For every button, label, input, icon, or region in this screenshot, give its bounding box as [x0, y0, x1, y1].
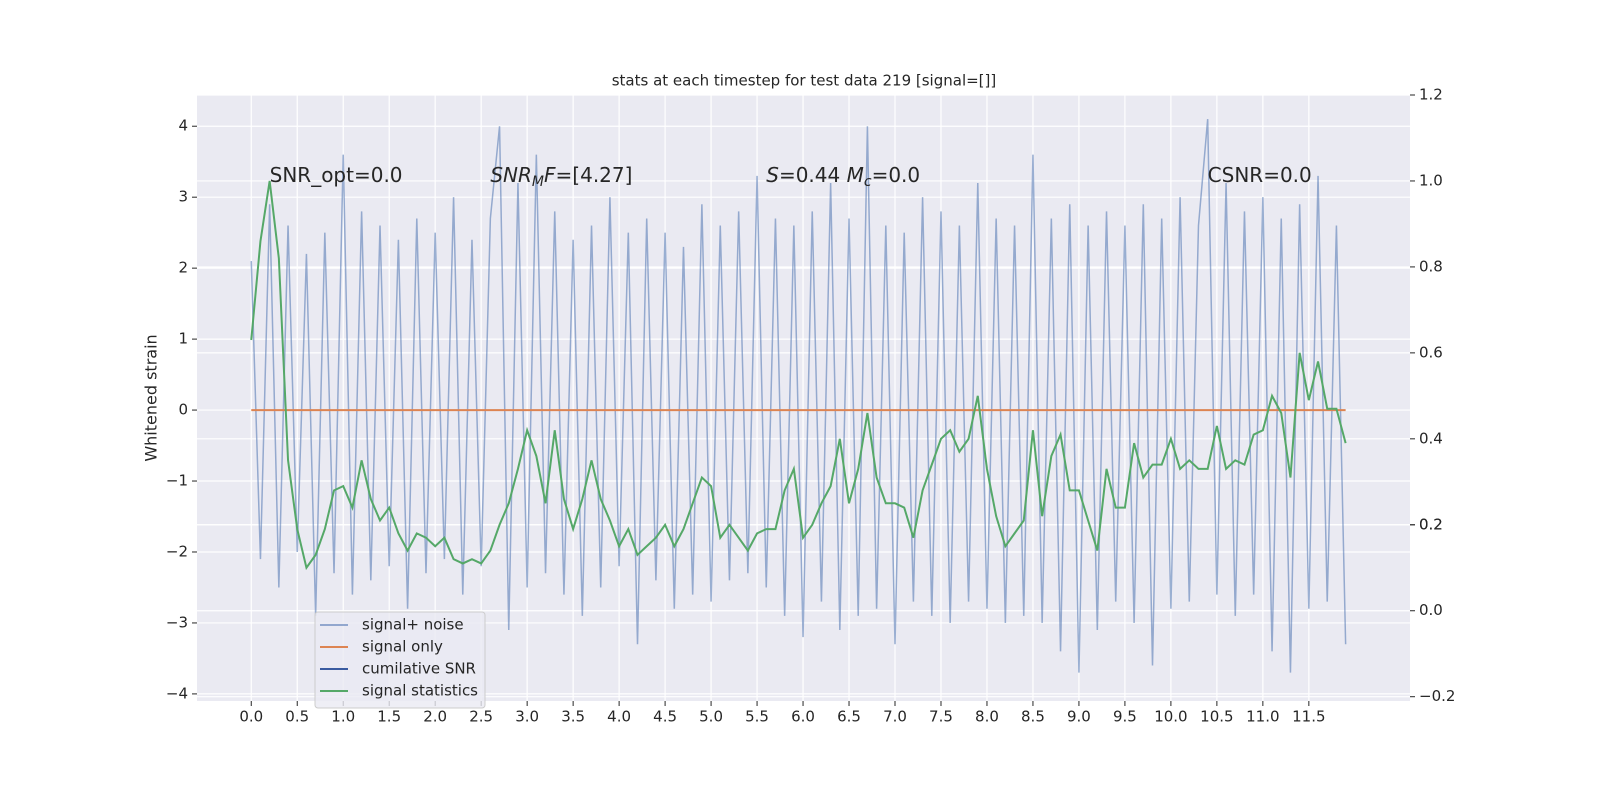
x-tick-label: 11.5 — [1292, 708, 1325, 726]
chart-title: stats at each timestep for test data 219… — [612, 72, 997, 90]
annotation-part: M — [847, 162, 864, 186]
y-axis-label: Whitened strain — [142, 334, 161, 461]
annotation-part: SNR — [490, 162, 532, 186]
series-line — [250, 180, 1347, 571]
annotation: SNRMF=[4.27] — [490, 162, 632, 190]
series-line — [250, 119, 1347, 673]
y-tick-label: 3 — [178, 188, 188, 206]
y2-tick-label: 1.0 — [1419, 171, 1443, 189]
annotation-part: F — [544, 162, 556, 186]
x-tick-label: 2.5 — [469, 708, 493, 726]
y2-tick-label: 0.8 — [1419, 257, 1443, 275]
x-tick-label: 11.0 — [1246, 708, 1279, 726]
annotation-part: =0.0 — [872, 162, 921, 186]
y-tick-label: 2 — [178, 259, 188, 277]
y-tick-label: −3 — [166, 613, 188, 631]
x-tick-label: 10.0 — [1154, 708, 1187, 726]
legend-box — [314, 611, 486, 709]
x-tick-label: 6.0 — [791, 708, 815, 726]
y2-tick-label: 0.0 — [1419, 601, 1443, 619]
x-tick-label: 5.5 — [745, 708, 769, 726]
x-tick-label: 8.5 — [1021, 708, 1045, 726]
x-tick-label: 4.5 — [653, 708, 677, 726]
x-tick-label: 8.0 — [975, 708, 999, 726]
y2-tick-label: 0.6 — [1419, 343, 1443, 361]
y2-tick-label: 0.2 — [1419, 515, 1443, 533]
y-tick-label: −2 — [166, 542, 188, 560]
annotation-part: =0.44 — [779, 162, 847, 186]
x-tick-label: 2.0 — [423, 708, 447, 726]
x-tick-label: 0.5 — [285, 708, 309, 726]
legend-label: cumilative SNR — [362, 660, 476, 678]
legend-label: signal statistics — [362, 682, 478, 700]
y-tick-label: 1 — [178, 330, 188, 348]
x-tick-label: 0.0 — [239, 708, 263, 726]
annotation: S=0.44 Mc=0.0 — [766, 162, 920, 190]
x-tick-label: 9.5 — [1113, 708, 1137, 726]
x-tick-label: 3.5 — [561, 708, 585, 726]
y2-tick-label: 1.2 — [1419, 86, 1443, 104]
y-tick-label: 0 — [178, 401, 188, 419]
y2-tick-label: 0.2 — [1419, 515, 1443, 533]
legend-label: signal+ noise — [362, 616, 464, 634]
annotation: CSNR=0.0 — [1208, 162, 1312, 186]
x-tick-label: 3.0 — [515, 708, 539, 726]
x-tick-label: 1.5 — [377, 708, 401, 726]
y2-tick-label: −0.2 — [1419, 687, 1455, 705]
x-tick-label: 7.5 — [929, 708, 953, 726]
x-tick-label: 6.5 — [837, 708, 861, 726]
annotation-part: =[4.27] — [556, 162, 633, 186]
y-tick-label: −1 — [166, 472, 188, 490]
annotation-part: M — [532, 174, 544, 190]
annotation-part: SNR_opt=0.0 — [270, 162, 403, 186]
annotation-part: c — [864, 174, 872, 190]
y2-tick-label: 0.4 — [1419, 429, 1443, 447]
x-tick-label: 7.0 — [883, 708, 907, 726]
legend-label: signal only — [362, 638, 443, 656]
annotation-part: CSNR=0.0 — [1208, 162, 1312, 186]
annotation: SNR_opt=0.0 — [270, 162, 403, 186]
y-tick-label: −4 — [166, 684, 188, 702]
x-tick-label: 9.0 — [1067, 708, 1091, 726]
x-tick-label: 10.5 — [1200, 708, 1233, 726]
annotation-part: S — [766, 162, 779, 186]
x-tick-label: 1.0 — [331, 708, 355, 726]
x-tick-label: 4.0 — [607, 708, 631, 726]
x-tick-label: 5.0 — [699, 708, 723, 726]
y-tick-label: 4 — [178, 117, 188, 135]
